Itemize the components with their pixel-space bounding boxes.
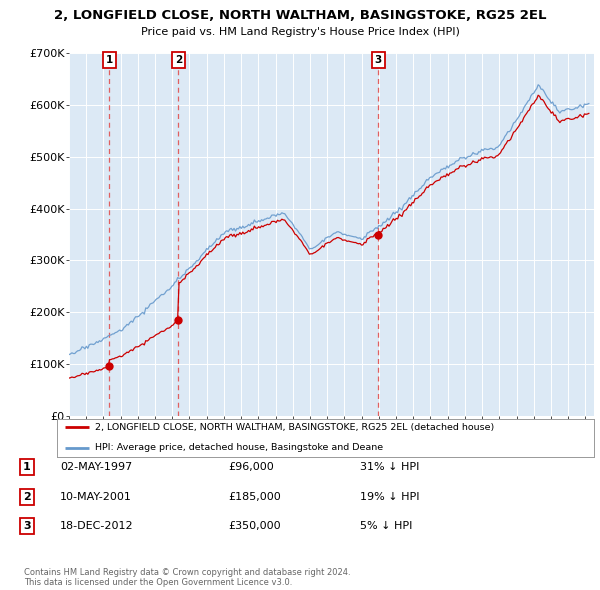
Text: £96,000: £96,000 <box>228 463 274 472</box>
Text: 18-DEC-2012: 18-DEC-2012 <box>60 522 134 531</box>
Text: 31% ↓ HPI: 31% ↓ HPI <box>360 463 419 472</box>
Text: HPI: Average price, detached house, Basingstoke and Deane: HPI: Average price, detached house, Basi… <box>95 443 383 452</box>
Text: 3: 3 <box>374 55 382 65</box>
Text: £350,000: £350,000 <box>228 522 281 531</box>
Text: 2, LONGFIELD CLOSE, NORTH WALTHAM, BASINGSTOKE, RG25 2EL: 2, LONGFIELD CLOSE, NORTH WALTHAM, BASIN… <box>54 9 546 22</box>
Text: 3: 3 <box>23 522 31 531</box>
Text: 1: 1 <box>106 55 113 65</box>
Text: Contains HM Land Registry data © Crown copyright and database right 2024.
This d: Contains HM Land Registry data © Crown c… <box>24 568 350 587</box>
Text: 2: 2 <box>175 55 182 65</box>
Text: £185,000: £185,000 <box>228 492 281 502</box>
Text: 2: 2 <box>23 492 31 502</box>
Text: Price paid vs. HM Land Registry's House Price Index (HPI): Price paid vs. HM Land Registry's House … <box>140 27 460 37</box>
Text: 02-MAY-1997: 02-MAY-1997 <box>60 463 132 472</box>
Text: 19% ↓ HPI: 19% ↓ HPI <box>360 492 419 502</box>
Text: 1: 1 <box>23 463 31 472</box>
Text: 5% ↓ HPI: 5% ↓ HPI <box>360 522 412 531</box>
Text: 2, LONGFIELD CLOSE, NORTH WALTHAM, BASINGSTOKE, RG25 2EL (detached house): 2, LONGFIELD CLOSE, NORTH WALTHAM, BASIN… <box>95 423 494 432</box>
Text: 10-MAY-2001: 10-MAY-2001 <box>60 492 132 502</box>
